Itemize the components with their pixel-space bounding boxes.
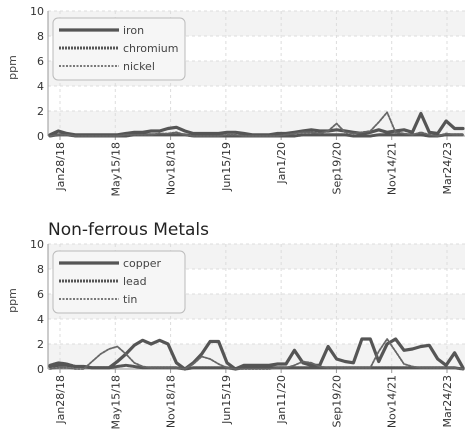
x-tick-label: May15/18 <box>109 375 122 429</box>
plot-band <box>48 319 465 344</box>
x-tick-label: Nov14/21 <box>386 375 399 428</box>
legend-label-lead: lead <box>123 275 147 288</box>
plot-band <box>48 111 465 136</box>
x-tick-label: Mar24/23 <box>441 375 454 427</box>
y-axis-label: ppm <box>6 288 19 313</box>
x-tick-label: Nov18/18 <box>165 142 178 195</box>
plot-band <box>48 86 465 111</box>
legend-label-iron: iron <box>123 24 144 37</box>
y-tick-label: 10 <box>30 238 44 251</box>
legend-label-nickel: nickel <box>123 60 155 73</box>
x-tick-label: Jun15/19 <box>220 142 233 192</box>
y-tick-label: 0 <box>37 363 44 376</box>
y-tick-label: 6 <box>37 288 44 301</box>
legend-box <box>52 17 186 81</box>
legend-label-tin: tin <box>123 293 137 306</box>
x-tick-label: Nov18/18 <box>165 375 178 428</box>
x-tick-label: Jan11/20 <box>275 375 288 425</box>
series-line-nickel <box>49 111 464 137</box>
legend-label-copper: copper <box>123 257 162 270</box>
y-tick-label: 2 <box>37 105 44 118</box>
y-tick-label: 10 <box>30 5 44 18</box>
x-tick-label: Jan28/18 <box>54 375 67 425</box>
series-line-tin <box>49 338 464 370</box>
y-tick-label: 2 <box>37 338 44 351</box>
x-tick-label: May15/18 <box>109 142 122 196</box>
x-tick-label: Jan28/18 <box>54 142 67 192</box>
y-axis-label: ppm <box>6 55 19 80</box>
x-tick-label: Mar24/23 <box>441 142 454 194</box>
y-tick-label: 4 <box>37 313 44 326</box>
y-tick-label: 0 <box>37 130 44 143</box>
legend-label-chromium: chromium <box>123 42 179 55</box>
y-tick-label: 8 <box>37 263 44 276</box>
x-tick-label: Sep19/20 <box>330 142 343 194</box>
x-tick-label: Jun15/19 <box>220 375 233 425</box>
y-tick-label: 8 <box>37 30 44 43</box>
series-line-lead <box>48 361 465 371</box>
chart-title: Non-ferrous Metals <box>48 220 209 240</box>
x-tick-label: Sep19/20 <box>330 375 343 427</box>
series-line-copper <box>48 337 465 371</box>
y-tick-label: 6 <box>37 55 44 68</box>
chart-panel-non-ferrous-metals: Non-ferrous Metals 0 2 4 6 8 10 Jan28/18 May15/1… <box>6 220 465 429</box>
x-tick-label: Nov14/21 <box>386 142 399 195</box>
chart-panel-wear-metals: 0 2 4 6 8 10 Jan28/18 May15/18 Nov18/18 Jun15/19 J… <box>6 5 465 196</box>
x-tick-label: Jan1/20 <box>275 142 288 185</box>
legend-box <box>52 250 186 314</box>
y-tick-label: 4 <box>37 80 44 93</box>
